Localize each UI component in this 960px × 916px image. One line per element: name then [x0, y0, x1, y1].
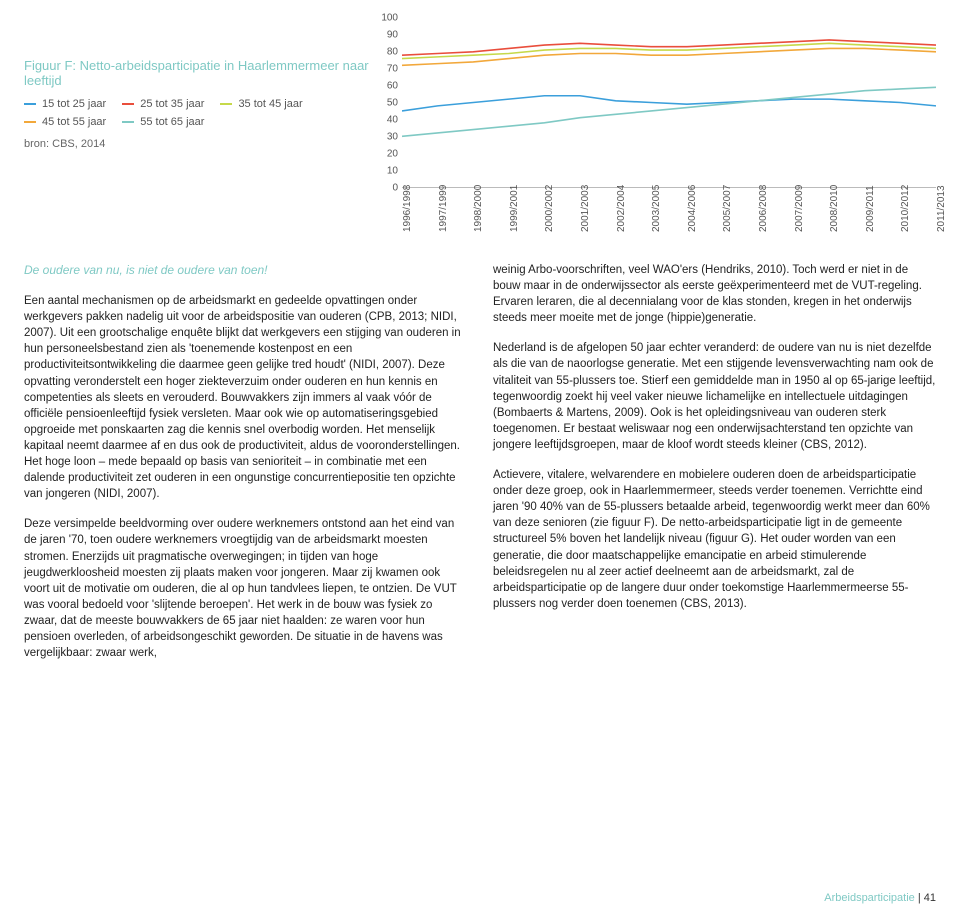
paragraph: Een aantal mechanismen op de arbeidsmark… — [24, 293, 467, 502]
paragraph: Deze versimpelde beeldvorming over ouder… — [24, 516, 467, 661]
legend-swatch — [24, 103, 36, 105]
x-tick: 2002/2004 — [616, 185, 627, 232]
x-tick: 2011/2013 — [936, 185, 947, 232]
y-tick: 60 — [374, 81, 398, 92]
legend-item: 25 tot 35 jaar — [122, 98, 204, 110]
x-tick: 1999/2001 — [509, 185, 520, 232]
y-tick: 30 — [374, 132, 398, 143]
body-column-left: De oudere van nu, is niet de oudere van … — [24, 262, 467, 675]
legend-item: 35 tot 45 jaar — [220, 98, 302, 110]
y-tick: 40 — [374, 115, 398, 126]
y-tick: 80 — [374, 47, 398, 58]
legend-label: 55 tot 65 jaar — [140, 116, 204, 128]
x-tick: 2001/2003 — [580, 185, 591, 232]
x-tick: 2004/2006 — [687, 185, 698, 232]
page-number: 41 — [924, 892, 936, 904]
series-line — [402, 87, 936, 136]
legend-swatch — [24, 121, 36, 123]
x-tick: 2003/2005 — [651, 185, 662, 232]
x-tick: 1998/2000 — [473, 185, 484, 232]
footer-section-label: Arbeidsparticipatie — [824, 892, 915, 904]
x-tick: 2007/2009 — [794, 185, 805, 232]
chart-plot: 0102030405060708090100 1996/19981997/199… — [402, 18, 936, 188]
x-tick: 2008/2010 — [829, 185, 840, 232]
y-tick: 50 — [374, 98, 398, 109]
x-tick: 1997/1999 — [438, 185, 449, 232]
x-tick: 2006/2008 — [758, 185, 769, 232]
legend-item: 45 tot 55 jaar — [24, 116, 106, 128]
legend-label: 15 tot 25 jaar — [42, 98, 106, 110]
page-footer: Arbeidsparticipatie | 41 — [824, 892, 936, 904]
legend-label: 45 tot 55 jaar — [42, 116, 106, 128]
y-tick: 90 — [374, 30, 398, 41]
legend-item: 55 tot 65 jaar — [122, 116, 204, 128]
legend-item: 15 tot 25 jaar — [24, 98, 106, 110]
paragraph: Actievere, vitalere, welvarendere en mob… — [493, 467, 936, 612]
legend-swatch — [220, 103, 232, 105]
x-tick: 2010/2012 — [900, 185, 911, 232]
y-tick: 70 — [374, 64, 398, 75]
paragraph: weinig Arbo-voorschriften, veel WAO'ers … — [493, 262, 936, 326]
x-tick: 1996/1998 — [402, 185, 413, 232]
y-tick: 100 — [374, 13, 398, 24]
chart-title: Figuur F: Netto-arbeidsparticipatie in H… — [24, 58, 384, 88]
legend-swatch — [122, 103, 134, 105]
section-heading: De oudere van nu, is niet de oudere van … — [24, 263, 268, 277]
chart-legend: 15 tot 25 jaar 25 tot 35 jaar 35 tot 45 ja… — [24, 98, 384, 128]
x-tick: 2009/2011 — [865, 185, 876, 232]
y-tick: 0 — [374, 183, 398, 194]
x-tick: 2005/2007 — [722, 185, 733, 232]
y-tick: 20 — [374, 149, 398, 160]
series-line — [402, 40, 936, 55]
legend-label: 25 tot 35 jaar — [140, 98, 204, 110]
y-tick: 10 — [374, 166, 398, 177]
x-tick: 2000/2002 — [544, 185, 555, 232]
chart-source: bron: CBS, 2014 — [24, 138, 384, 150]
body-column-right: weinig Arbo-voorschriften, veel WAO'ers … — [493, 262, 936, 675]
legend-swatch — [122, 121, 134, 123]
legend-label: 35 tot 45 jaar — [238, 98, 302, 110]
paragraph: Nederland is de afgelopen 50 jaar echter… — [493, 340, 936, 453]
